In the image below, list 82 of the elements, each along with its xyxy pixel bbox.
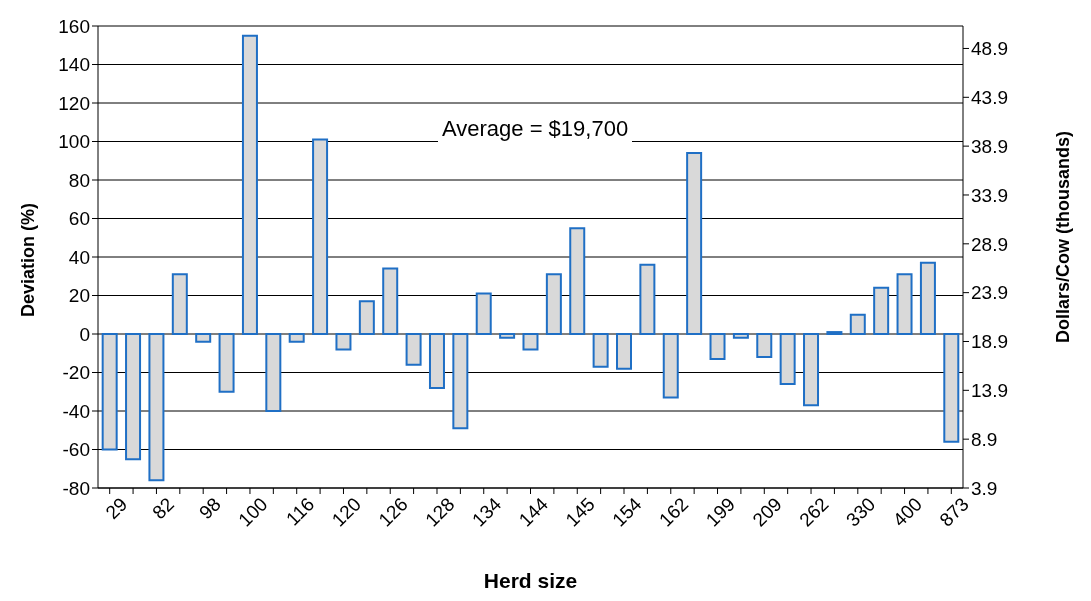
x-tick-label: 145 [561,493,599,531]
bar [803,333,820,407]
bar [779,333,796,386]
y-tick-label: -40 [62,400,90,422]
y-tick-label: 120 [58,92,90,114]
y2-tick-label: 33.9 [971,184,1008,206]
y-tick-label: 100 [58,131,90,153]
y2-axis-title: Dollars/Cow (thousands) [1053,130,1074,344]
x-tick-label: 128 [421,493,459,531]
bar [382,267,399,335]
bar [195,333,212,343]
bar [873,286,890,335]
y-tick-label: 160 [58,15,90,37]
bar [452,333,469,430]
bar [288,333,305,343]
bar [756,333,773,359]
x-tick-label: 262 [795,493,833,531]
y2-tick-label: 23.9 [971,282,1008,304]
bar [101,333,118,451]
bar [896,273,913,335]
y2-tick-label: 43.9 [971,87,1008,109]
x-tick-label: 134 [468,493,506,531]
bar [499,333,516,339]
y-tick-label: 80 [68,169,90,191]
bar [148,333,165,482]
bar [943,333,960,443]
bar [358,300,375,335]
bar [475,292,492,335]
annotation: Average = $19,700 [438,116,633,142]
bar [545,273,562,335]
bar [428,333,445,389]
bar [662,333,679,399]
y2-tick-label: 13.9 [971,380,1008,402]
x-tick-label: 120 [327,493,366,531]
bar [125,333,142,461]
bar [171,273,188,335]
y2-tick-label: 38.9 [971,135,1008,157]
x-tick-label: 873 [935,493,973,531]
y-axis-title: Deviation (%) [18,202,39,317]
y2-tick-label: 18.9 [971,331,1008,353]
x-tick-label: 98 [194,493,225,524]
bar [686,152,703,335]
x-tick-label: 126 [374,493,412,531]
bar [522,333,539,351]
x-tick-label: 116 [282,493,319,530]
bar [919,261,936,335]
y2-tick-label: 8.9 [971,428,998,450]
x-tick-label: 330 [842,493,880,531]
x-tick-label: 82 [148,493,178,524]
y-tick-label: 0 [79,323,90,345]
y-tick-label: -80 [62,477,90,499]
x-tick-label: 144 [514,493,553,531]
bar [709,333,726,361]
x-tick-label: 100 [234,493,272,531]
bar [569,227,586,335]
bar [312,138,329,335]
y-tick-label: 40 [68,246,90,268]
y2-tick-label: 48.9 [971,38,1008,60]
x-tick-label: 209 [748,493,786,531]
bar [218,333,235,393]
x-tick-label: 29 [101,493,132,524]
y-tick-label: 20 [68,285,90,307]
bar [241,34,258,335]
y-tick-label: -20 [62,362,90,384]
bar [849,313,866,335]
y-tick-label: -60 [62,439,90,461]
bar [265,333,282,412]
bar [335,333,352,351]
bar [405,333,422,366]
x-tick-label: 154 [608,493,646,531]
bar [639,263,656,335]
y-tick-label: 140 [58,54,90,76]
y2-tick-label: 28.9 [971,233,1008,255]
y-tick-label: 60 [68,208,90,230]
x-tick-label: 162 [655,493,693,531]
bar [732,333,749,339]
x-tick-label: 400 [888,493,927,531]
bar [616,333,632,370]
x-tick-label: 199 [701,493,740,531]
y2-tick-label: 3.9 [971,477,998,499]
x-axis-title: Herd size [483,569,578,592]
bar [592,333,609,368]
